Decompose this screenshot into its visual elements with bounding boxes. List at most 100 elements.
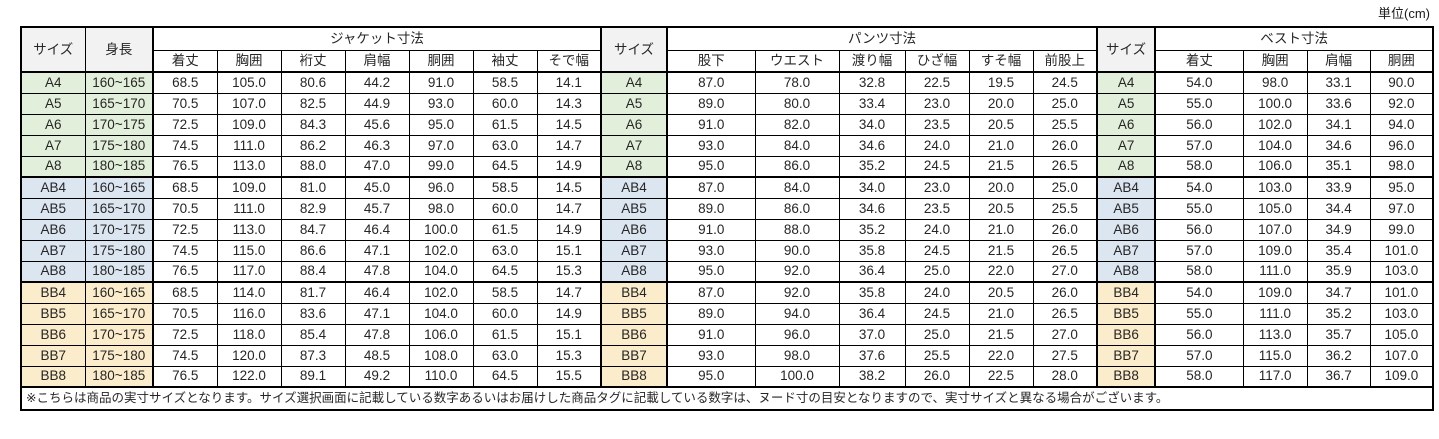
jacket-value-cell: 14.3 [536, 92, 603, 115]
pants-value-cell: 34.6 [838, 134, 906, 157]
jacket-value-cell: 46.4 [344, 218, 410, 241]
jacket-value-cell: 44.9 [344, 92, 410, 115]
jacket-value-cell: 88.0 [280, 155, 346, 178]
pants-value-cell: 32.8 [838, 71, 906, 94]
pants-value-cell: 24.5 [904, 155, 970, 178]
column-header: 胴囲 [408, 49, 474, 73]
jacket-value-cell: 46.3 [344, 134, 410, 157]
jacket-value-cell: 61.5 [472, 323, 538, 346]
size-cell: A8 [20, 155, 86, 178]
jacket-value-cell: 70.5 [152, 197, 218, 220]
jacket-value-cell: 111.0 [216, 197, 282, 220]
jacket-value-cell: 88.4 [280, 260, 346, 283]
jacket-value-cell: 106.0 [408, 323, 474, 346]
pants-value-cell: 22.0 [968, 344, 1034, 367]
jacket-value-cell: 63.0 [472, 134, 538, 157]
size-cell: A8 [1096, 155, 1157, 178]
pants-value-cell: 26.0 [1032, 218, 1099, 241]
size-cell: BB6 [1096, 323, 1157, 346]
jacket-value-cell: 72.5 [152, 113, 218, 136]
size-cell: AB5 [600, 197, 669, 220]
pants-value-cell: 21.5 [968, 239, 1034, 262]
pants-value-cell: 36.4 [838, 260, 906, 283]
size-cell: AB4 [1096, 176, 1157, 199]
vest-value-cell: 102.0 [1242, 113, 1308, 136]
jacket-value-cell: 120.0 [216, 344, 282, 367]
pants-value-cell: 35.8 [838, 239, 906, 262]
vest-value-cell: 111.0 [1242, 302, 1308, 325]
pants-value-cell: 26.5 [1032, 302, 1099, 325]
pants-value-cell: 24.0 [904, 218, 970, 241]
pants-value-cell: 89.0 [666, 302, 756, 325]
pants-value-cell: 20.5 [968, 281, 1034, 304]
height-header-cell: 身長 [84, 26, 154, 73]
height-cell: 160~165 [84, 281, 154, 304]
pants-value-cell: 26.5 [1032, 239, 1099, 262]
jacket-value-cell: 108.0 [408, 344, 474, 367]
jacket-value-cell: 47.1 [344, 239, 410, 262]
jacket-value-cell: 100.0 [408, 218, 474, 241]
vest-value-cell: 105.0 [1369, 323, 1434, 346]
pants-value-cell: 92.0 [754, 281, 840, 304]
jacket-value-cell: 84.7 [280, 218, 346, 241]
pants-value-cell: 84.0 [754, 176, 840, 199]
jacket-value-cell: 70.5 [152, 302, 218, 325]
jacket-value-cell: 84.3 [280, 113, 346, 136]
size-cell: A7 [20, 134, 86, 157]
pants-value-cell: 92.0 [754, 260, 840, 283]
vest-value-cell: 35.4 [1306, 239, 1371, 262]
pants-value-cell: 98.0 [754, 344, 840, 367]
vest-value-cell: 94.0 [1369, 113, 1434, 136]
pants-value-cell: 91.0 [666, 218, 756, 241]
column-header: そで幅 [536, 49, 603, 73]
vest-value-cell: 109.0 [1369, 365, 1434, 388]
pants-value-cell: 86.0 [754, 197, 840, 220]
height-cell: 165~170 [84, 197, 154, 220]
vest-value-cell: 56.0 [1154, 218, 1244, 241]
column-header: 裄丈 [280, 49, 346, 73]
jacket-value-cell: 109.0 [216, 113, 282, 136]
size-cell: BB7 [20, 344, 86, 367]
vest-value-cell: 54.0 [1154, 176, 1244, 199]
jacket-value-cell: 81.0 [280, 176, 346, 199]
vest-value-cell: 92.0 [1369, 92, 1434, 115]
vest-value-cell: 35.1 [1306, 155, 1371, 178]
pants-value-cell: 38.2 [838, 365, 906, 388]
vest-value-cell: 113.0 [1242, 323, 1308, 346]
pants-value-cell: 93.0 [666, 239, 756, 262]
size-cell: AB4 [600, 176, 669, 199]
jacket-value-cell: 74.5 [152, 344, 218, 367]
pants-value-cell: 24.0 [904, 134, 970, 157]
jacket-value-cell: 113.0 [216, 218, 282, 241]
column-header: 股下 [666, 49, 756, 73]
jacket-value-cell: 99.0 [408, 155, 474, 178]
vest-value-cell: 35.7 [1306, 323, 1371, 346]
jacket-value-cell: 49.2 [344, 365, 410, 388]
jacket-value-cell: 72.5 [152, 323, 218, 346]
height-cell: 175~180 [84, 344, 154, 367]
vest-value-cell: 33.9 [1306, 176, 1371, 199]
pants-value-cell: 26.0 [904, 365, 970, 388]
pants-value-cell: 93.0 [666, 134, 756, 157]
jacket-value-cell: 76.5 [152, 365, 218, 388]
vest-value-cell: 106.0 [1242, 155, 1308, 178]
size-cell: BB4 [1096, 281, 1157, 304]
pants-value-cell: 87.0 [666, 176, 756, 199]
table-row: AB6 170~175 72.5 113.0 84.7 46.4 100.0 61.5 14.9… [20, 218, 1434, 241]
height-cell: 170~175 [84, 323, 154, 346]
size-cell: BB8 [600, 365, 669, 388]
jacket-value-cell: 45.7 [344, 197, 410, 220]
vest-value-cell: 56.0 [1154, 323, 1244, 346]
pants-value-cell: 21.0 [968, 302, 1034, 325]
pants-value-cell: 86.0 [754, 155, 840, 178]
vest-value-cell: 36.7 [1306, 365, 1371, 388]
size-cell: BB8 [20, 365, 86, 388]
size-cell: AB6 [1096, 218, 1157, 241]
jacket-value-cell: 68.5 [152, 71, 218, 94]
vest-value-cell: 107.0 [1242, 218, 1308, 241]
vest-value-cell: 103.0 [1242, 176, 1308, 199]
size-cell: A6 [1096, 113, 1157, 136]
jacket-value-cell: 118.0 [216, 323, 282, 346]
jacket-value-cell: 82.9 [280, 197, 346, 220]
pants-value-cell: 93.0 [666, 344, 756, 367]
